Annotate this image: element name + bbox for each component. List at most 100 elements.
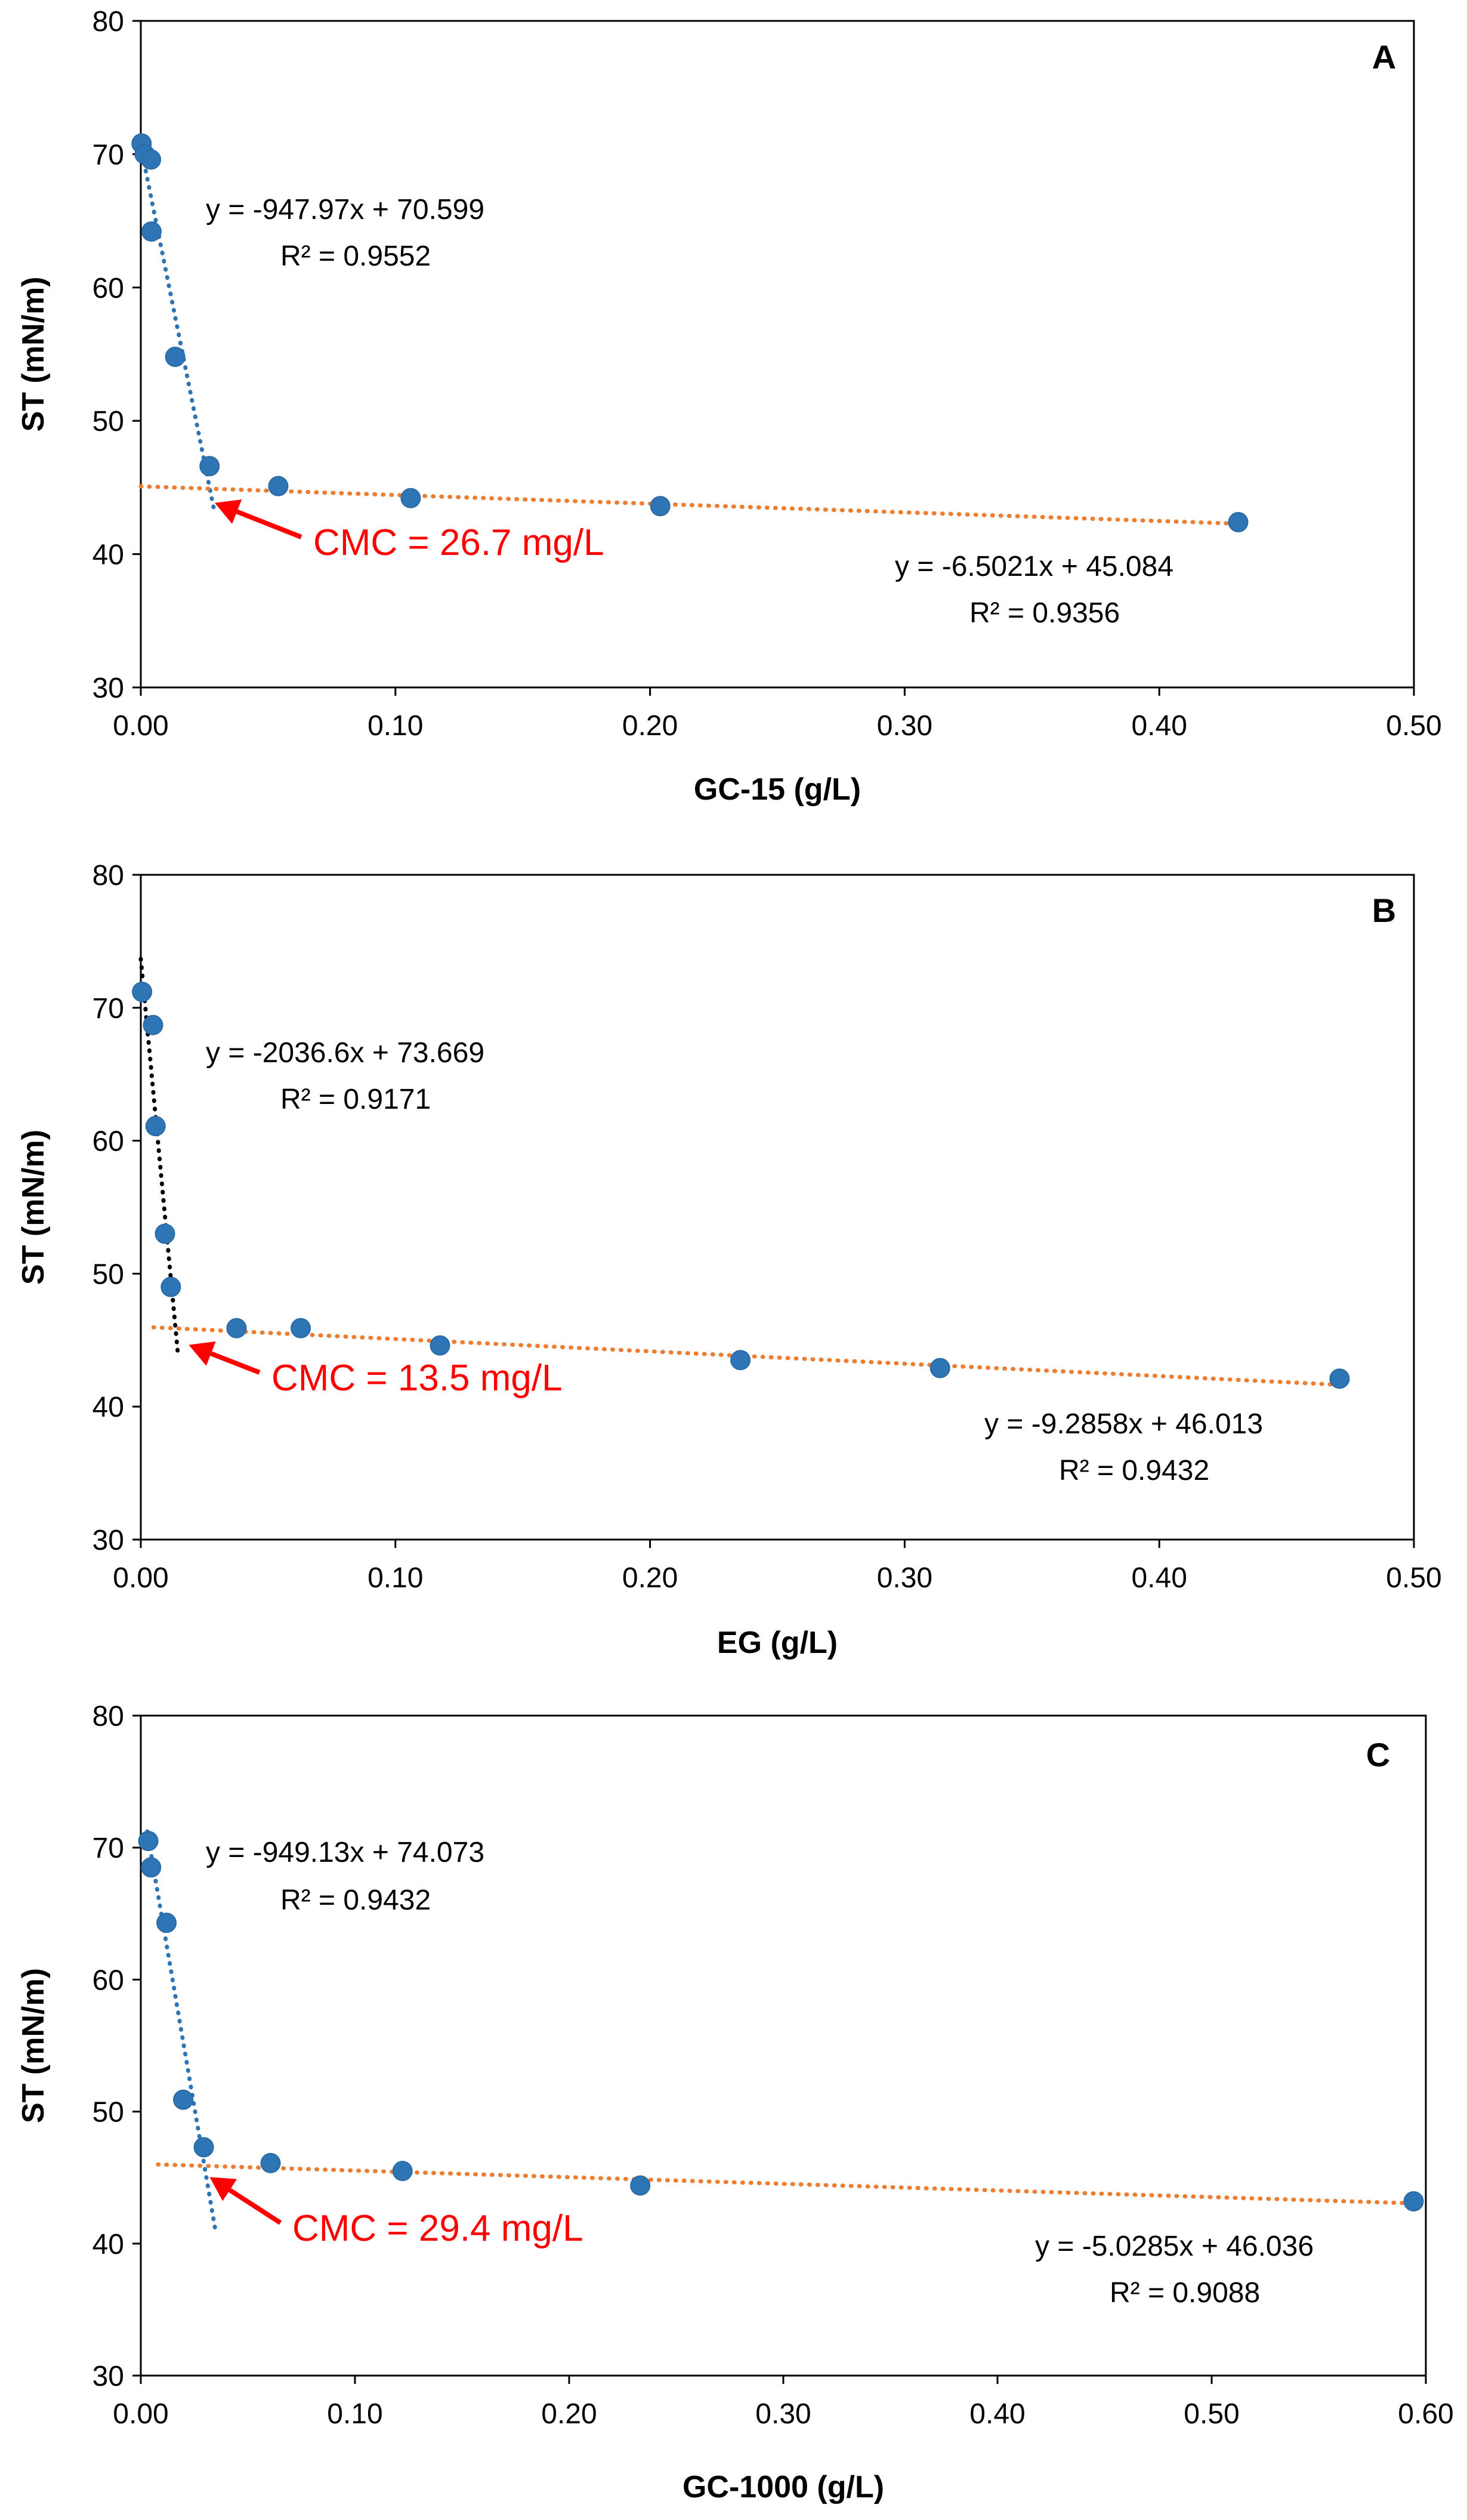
x-tick-label: 0.50 <box>1386 1562 1441 1594</box>
data-point <box>132 982 153 1003</box>
y-tick-label: 40 <box>92 1392 124 1423</box>
trendline <box>156 2162 1415 2206</box>
data-point <box>260 2152 281 2173</box>
chart-panel-b: 30 40 50 60 70 80 0.00 0.10 0.20 0.30 0.40 0.50 EG (… <box>16 860 1442 1660</box>
x-tick-label: 0.30 <box>755 2398 811 2430</box>
panel-label: C <box>1366 1736 1390 1773</box>
trendline-r2: R² = 0.9432 <box>1059 1455 1209 1486</box>
trendline <box>138 144 217 515</box>
data-point <box>173 2089 194 2110</box>
x-tick-label: 0.40 <box>969 2398 1025 2430</box>
data-point <box>400 488 421 508</box>
trendline-r2: R² = 0.9552 <box>280 240 431 272</box>
y-tick-label: 60 <box>92 273 124 304</box>
x-tick-label: 0.20 <box>622 710 678 742</box>
y-tick-label: 70 <box>92 139 124 171</box>
data-point <box>156 1913 177 1933</box>
x-axis-title: GC-1000 (g/L) <box>682 2470 884 2504</box>
x-tick-label: 0.50 <box>1184 2398 1239 2430</box>
data-point <box>199 456 220 477</box>
y-tick-label: 40 <box>92 2229 124 2260</box>
trendline-r2: R² = 0.9432 <box>280 1884 431 1916</box>
y-tick-label: 70 <box>92 993 124 1025</box>
data-point <box>141 1857 162 1878</box>
cmc-annotation: CMC = 13.5 mg/L <box>271 1358 563 1399</box>
x-tick-label: 0.30 <box>877 710 932 742</box>
x-axis-title: GC-15 (g/L) <box>694 772 861 807</box>
y-tick-label: 80 <box>92 6 124 38</box>
data-point <box>430 1335 450 1356</box>
data-point <box>160 1276 181 1297</box>
data-point <box>291 1318 311 1338</box>
y-tick-label: 50 <box>92 2097 124 2129</box>
y-tick-label: 30 <box>92 673 124 704</box>
cmc-annotation: CMC = 26.7 mg/L <box>313 522 604 563</box>
cmc-arrow <box>210 1351 261 1375</box>
cmc-arrow <box>228 2188 282 2225</box>
x-tick-label: 0.00 <box>113 710 168 742</box>
x-tick-label: 0.10 <box>367 1562 423 1594</box>
data-point <box>1403 2191 1424 2212</box>
trendline-equation: y = -949.13x + 74.073 <box>206 1837 484 1868</box>
x-tick-label: 0.20 <box>622 1562 678 1594</box>
data-point <box>145 1116 166 1137</box>
cmc-annotation: CMC = 29.4 mg/L <box>292 2208 583 2249</box>
data-point <box>650 496 671 517</box>
x-tick-label: 0.60 <box>1398 2398 1453 2430</box>
x-tick-label: 0.00 <box>113 1562 168 1594</box>
x-tick-label: 0.50 <box>1386 710 1441 742</box>
y-tick-label: 80 <box>92 1701 124 1732</box>
trendline-r2: R² = 0.9088 <box>1110 2277 1260 2309</box>
y-tick-label: 80 <box>92 860 124 892</box>
trendline-r2: R² = 0.9356 <box>969 597 1120 629</box>
y-axis-title: ST (mN/m) <box>16 1130 51 1285</box>
panel-label: A <box>1372 38 1396 76</box>
y-tick-label: 30 <box>92 1525 124 1556</box>
cmc-arrow-head <box>189 1341 216 1366</box>
data-point <box>392 2161 413 2182</box>
data-point <box>165 346 186 367</box>
trendline <box>138 484 1241 526</box>
x-tick-label: 0.10 <box>327 2398 382 2430</box>
y-tick-label: 60 <box>92 1126 124 1158</box>
x-axis-title: EG (g/L) <box>717 1625 838 1660</box>
data-point <box>155 1223 175 1244</box>
cmc-arrow-head <box>214 499 242 524</box>
trendline <box>145 1829 218 2231</box>
data-point <box>730 1350 751 1371</box>
y-tick-label: 50 <box>92 1259 124 1290</box>
cmc-arrow <box>236 509 302 539</box>
trendline-r2: R² = 0.9171 <box>280 1084 431 1115</box>
data-point <box>1228 511 1249 532</box>
data-point <box>268 476 289 496</box>
y-tick-label: 40 <box>92 539 124 571</box>
plot-area <box>140 874 1415 1541</box>
data-point <box>929 1358 950 1378</box>
chart-panel-c: 30 40 50 60 70 80 0.00 0.10 0.20 0.30 0.40 0.50 0.60… <box>16 1701 1454 2504</box>
panel-label: B <box>1372 892 1396 929</box>
plot-area <box>140 20 1415 689</box>
x-tick-label: 0.10 <box>367 710 423 742</box>
data-point <box>226 1318 247 1338</box>
trendline-equation: y = -5.0285x + 46.036 <box>1035 2231 1314 2262</box>
y-tick-label: 60 <box>92 1964 124 1996</box>
data-point <box>1329 1368 1350 1389</box>
data-point <box>630 2175 651 2196</box>
trendline-equation: y = -9.2858x + 46.013 <box>984 1408 1263 1440</box>
data-point <box>141 221 162 242</box>
trendline-equation: y = -6.5021x + 45.084 <box>895 551 1173 582</box>
x-tick-label: 0.40 <box>1131 1562 1187 1594</box>
y-tick-label: 70 <box>92 1833 124 1864</box>
data-point <box>141 149 162 170</box>
x-tick-label: 0.20 <box>541 2398 597 2430</box>
x-tick-label: 0.30 <box>877 1562 932 1594</box>
y-axis-title: ST (mN/m) <box>16 1968 51 2123</box>
y-tick-label: 30 <box>92 2361 124 2392</box>
trendline-equation: y = -2036.6x + 73.669 <box>206 1037 484 1069</box>
data-point <box>193 2137 214 2158</box>
data-point <box>138 1831 159 1852</box>
data-point <box>143 1014 163 1035</box>
y-axis-title: ST (mN/m) <box>16 277 51 432</box>
trendline-equation: y = -947.97x + 70.599 <box>206 194 484 226</box>
